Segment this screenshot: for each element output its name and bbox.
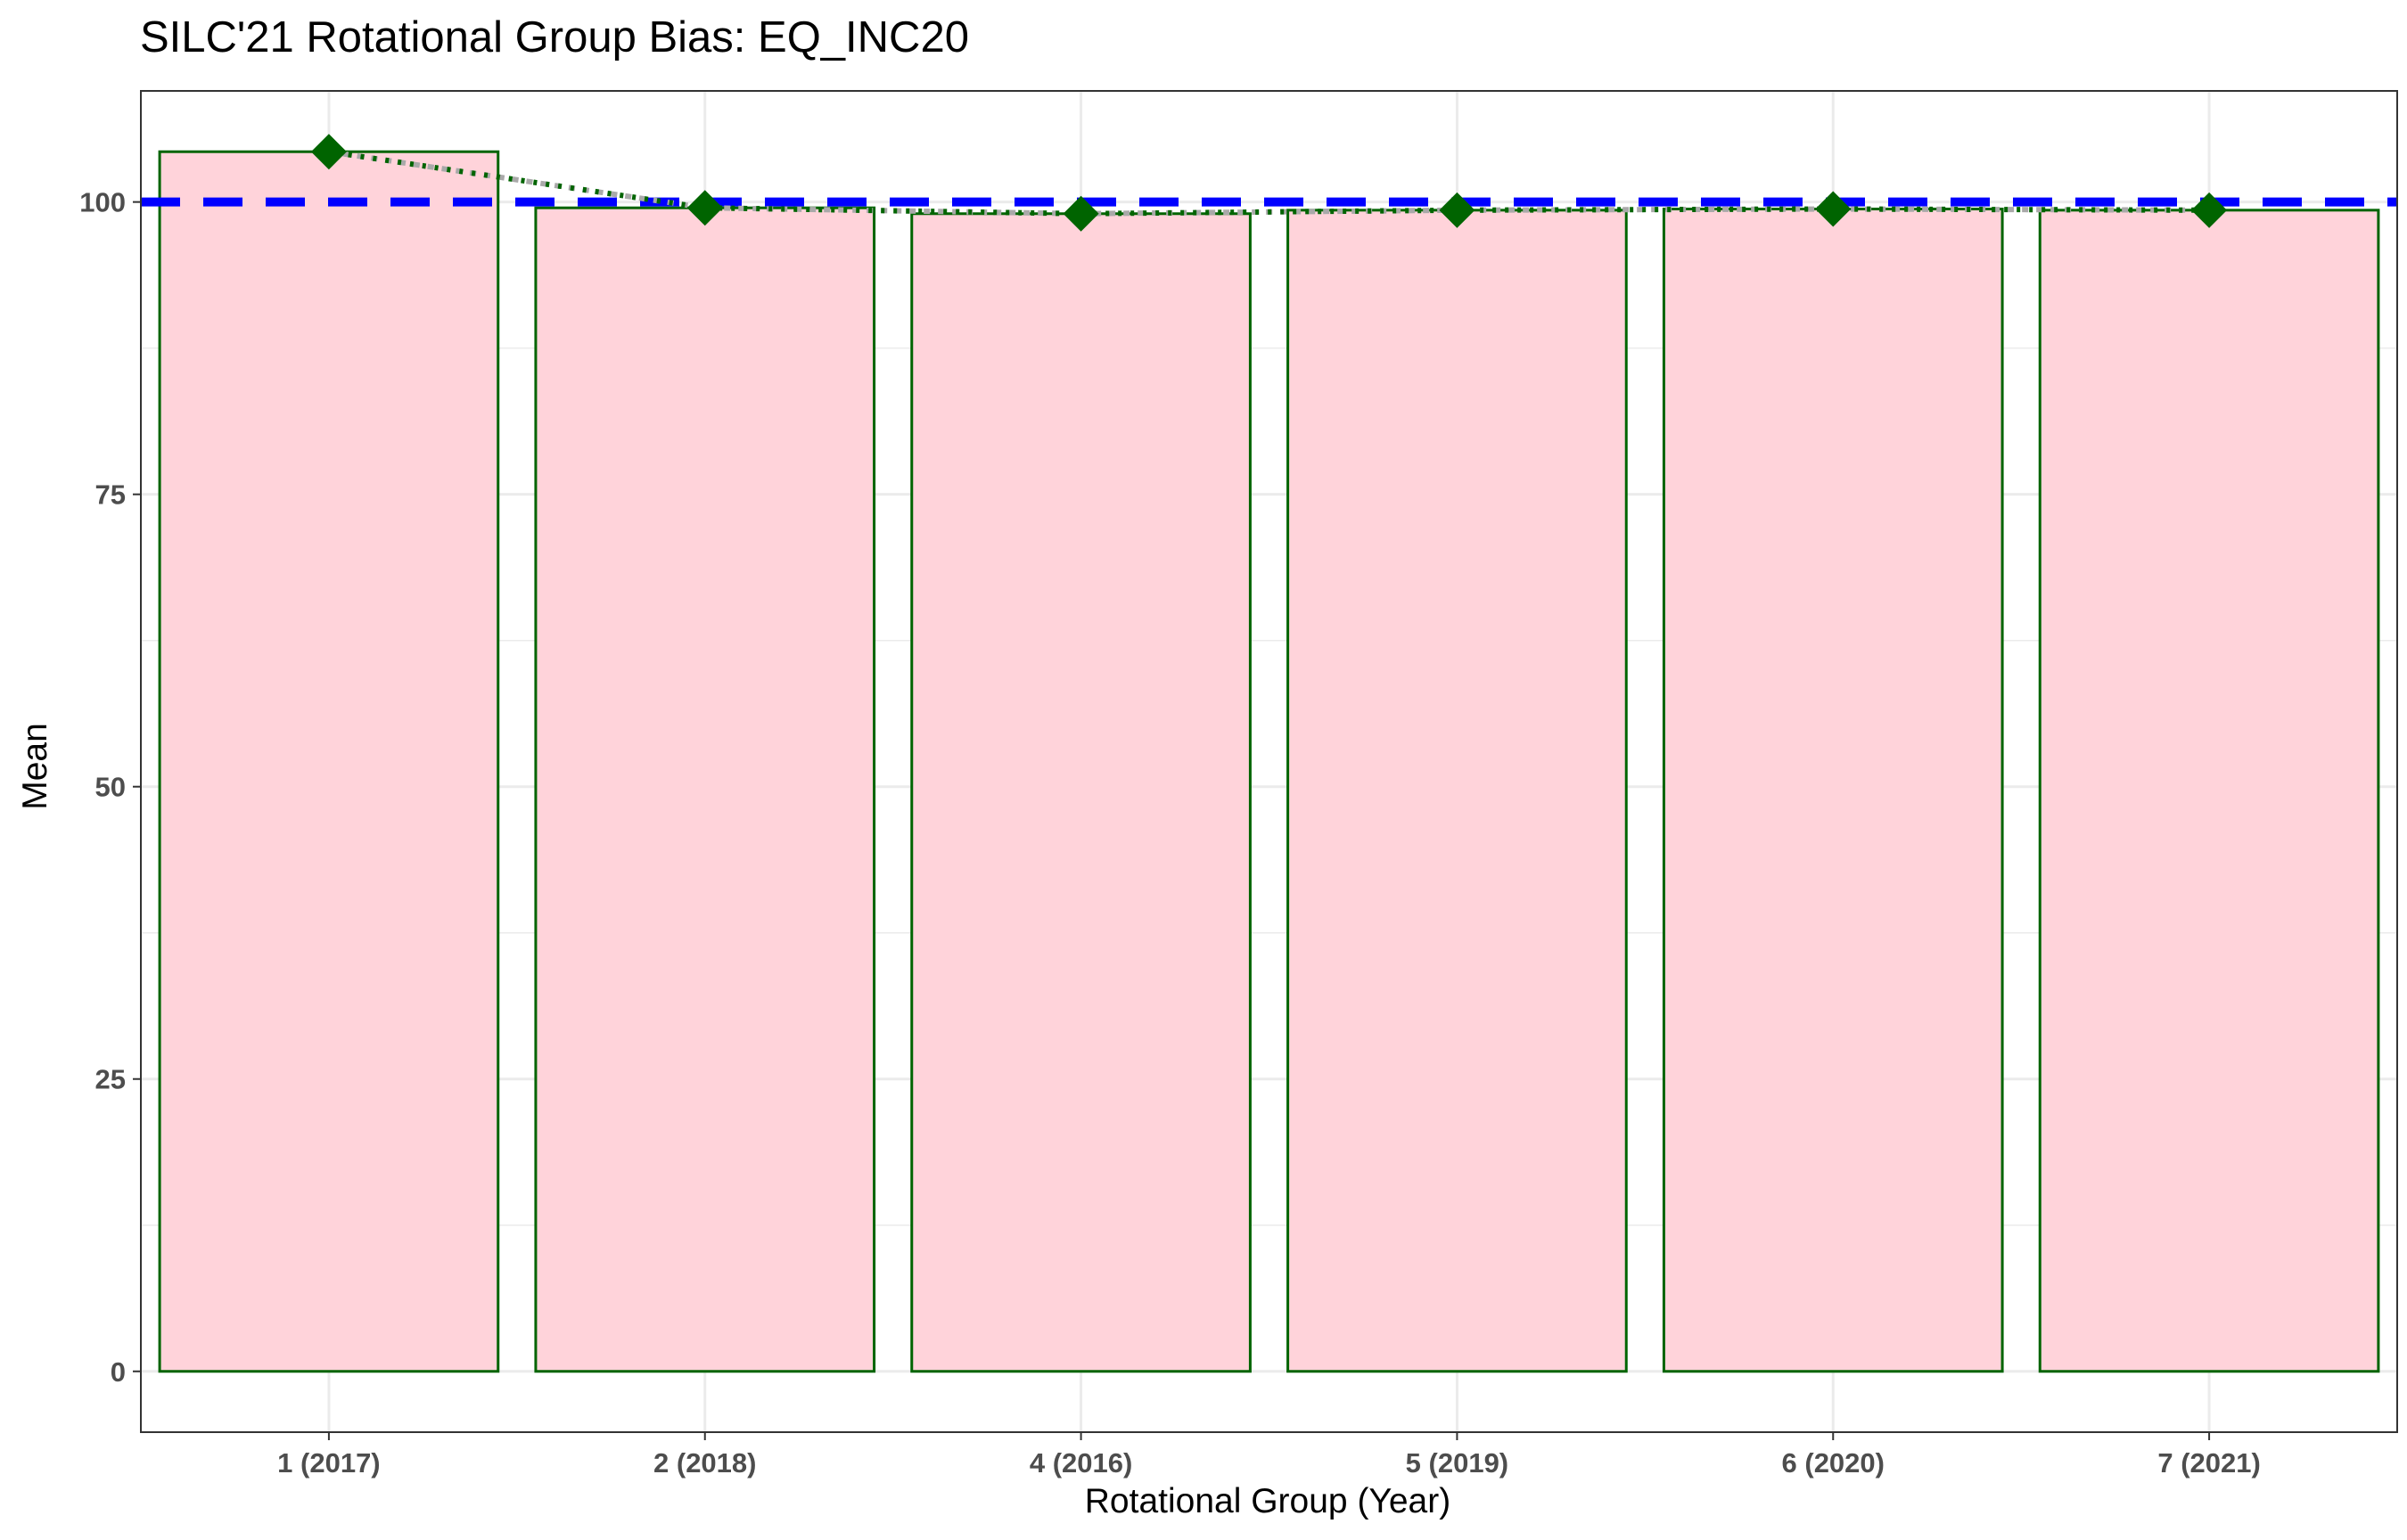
x-tick-label: 6 (2020): [1782, 1447, 1885, 1479]
bar: [2038, 209, 2380, 1373]
data-point: [686, 190, 723, 226]
data-point: [1439, 192, 1475, 228]
y-tick-label: 100: [79, 187, 126, 218]
x-tick-label: 1 (2017): [277, 1447, 380, 1479]
data-point: [1815, 191, 1852, 227]
x-tick-label: 2 (2018): [653, 1447, 756, 1479]
x-axis-title: Rotational Group (Year): [1085, 1482, 1450, 1520]
y-tick-label: 0: [111, 1356, 126, 1388]
chart-title: SILC'21 Rotational Group Bias: EQ_INC20: [140, 13, 969, 61]
y-tick-label: 50: [95, 772, 126, 803]
data-point: [310, 134, 347, 170]
data-point: [2191, 192, 2228, 228]
y-tick-label: 25: [95, 1064, 126, 1095]
plot-area: 0 25 50 75 100 1 (2017) 2 (2018) 4 (2016) 5 (201…: [79, 90, 2398, 1479]
bar: [158, 150, 500, 1373]
trend-line: [328, 149, 2210, 217]
panel-border: [140, 90, 2398, 1433]
x-tick-label: 7 (2021): [2157, 1447, 2260, 1479]
data-point: [1063, 195, 1099, 232]
bar: [534, 206, 876, 1373]
x-tick-label: 4 (2016): [1030, 1447, 1132, 1479]
x-tick-label: 5 (2019): [1406, 1447, 1508, 1479]
bar: [910, 212, 1252, 1373]
bar: [1286, 209, 1628, 1373]
y-axis-title: Mean: [16, 723, 54, 810]
y-tick-label: 75: [95, 479, 126, 511]
bar: [1662, 208, 2004, 1373]
panel-background: [141, 91, 2397, 1432]
